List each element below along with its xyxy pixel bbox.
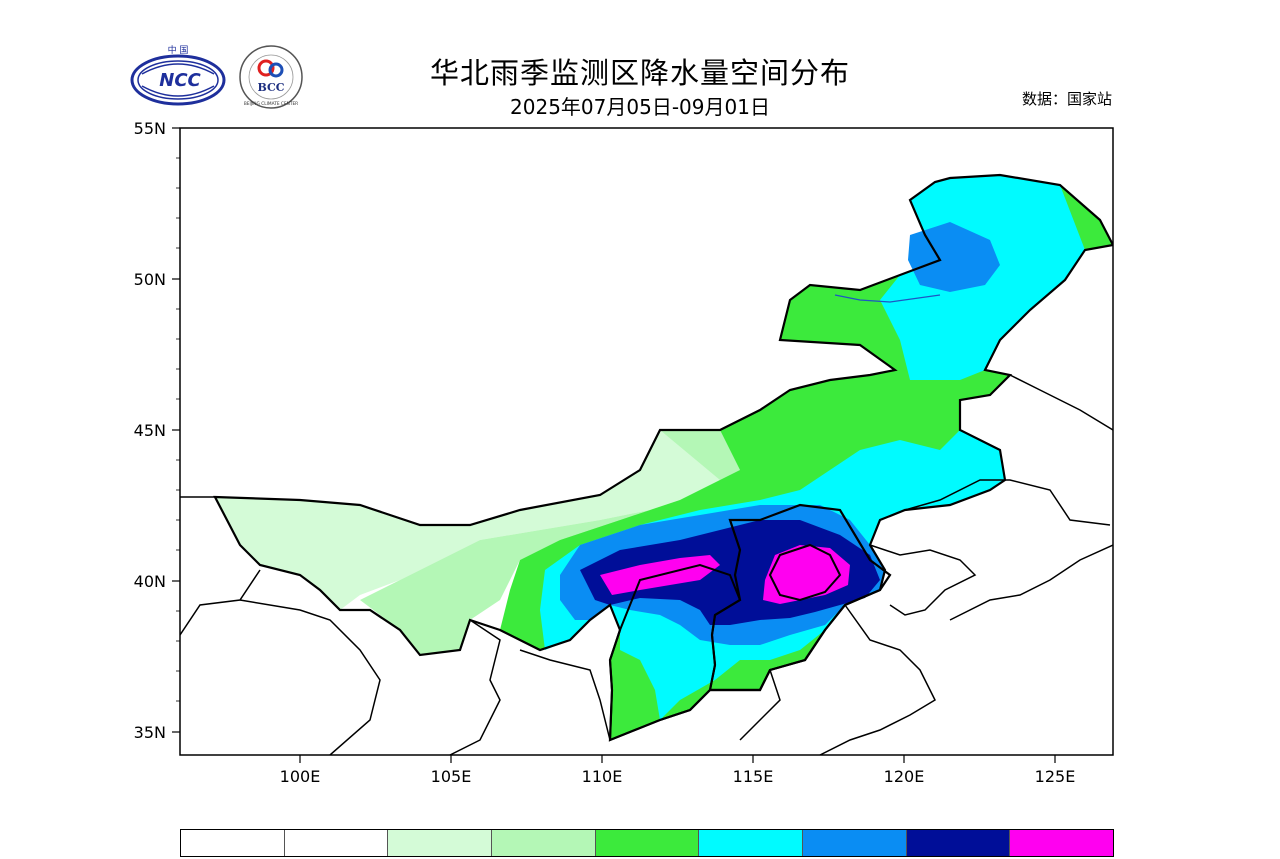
lat-label-35n: 35N bbox=[134, 723, 166, 742]
colorbar-cell bbox=[803, 830, 907, 856]
colorbar-cell bbox=[492, 830, 596, 856]
bcc-logo-ring-text: BEIJING CLIMATE CENTER bbox=[244, 101, 298, 107]
precipitation-map: 55N 50N 45N 40N 35N 100E 105E 110E 115E … bbox=[134, 119, 1114, 786]
lat-label-55n: 55N bbox=[134, 119, 166, 138]
lat-label-45n: 45N bbox=[134, 421, 166, 440]
precip-region-c1 bbox=[215, 430, 740, 610]
lon-label-115e: 115E bbox=[733, 767, 774, 786]
river-line bbox=[834, 294, 941, 303]
precip-fill-layers bbox=[215, 175, 1113, 740]
lon-label-110e: 110E bbox=[582, 767, 623, 786]
shanxi-boundary bbox=[608, 563, 742, 742]
map-subtitle: 2025年07月05日-09月01日 bbox=[510, 95, 770, 119]
lon-label-125e: 125E bbox=[1035, 767, 1076, 786]
colorbar-cell bbox=[595, 830, 700, 856]
ncc-logo: 中 国 NCC bbox=[130, 44, 226, 106]
ncc-logo-text: NCC bbox=[159, 70, 201, 91]
map-title: 华北雨季监测区降水量空间分布 bbox=[429, 56, 850, 90]
bcc-logo: BCC BEIJING CLIMATE CENTER bbox=[239, 45, 303, 109]
neighbor-boundaries bbox=[180, 374, 1113, 755]
beijing-boundary bbox=[768, 543, 842, 602]
lat-axis bbox=[172, 127, 180, 733]
lat-label-50n: 50N bbox=[134, 270, 166, 289]
colorbar-cell bbox=[699, 830, 804, 856]
lon-axis bbox=[299, 755, 1056, 763]
precip-region-c7 bbox=[600, 545, 850, 604]
lon-label-100e: 100E bbox=[280, 767, 321, 786]
lon-label-105e: 105E bbox=[431, 767, 472, 786]
lat-label-40n: 40N bbox=[134, 572, 166, 591]
colorbar-cell bbox=[284, 830, 389, 856]
boundary-lines bbox=[180, 173, 1113, 755]
map-frame bbox=[179, 127, 1114, 756]
colorbar bbox=[180, 829, 1114, 857]
colorbar-cell bbox=[906, 830, 1011, 856]
data-source-label: 数据：国家站 bbox=[1021, 90, 1112, 108]
precip-region-c5 bbox=[560, 222, 1000, 645]
colorbar-cell bbox=[388, 830, 493, 856]
colorbar-cell bbox=[181, 830, 285, 856]
colorbar-cell bbox=[1010, 830, 1114, 856]
ncc-logo-top-text: 中 国 bbox=[168, 44, 189, 56]
bcc-logo-text: BCC bbox=[257, 81, 284, 94]
lon-label-120e: 120E bbox=[884, 767, 925, 786]
region-outer-boundary bbox=[213, 173, 1113, 742]
precip-region-c2 bbox=[360, 430, 740, 655]
